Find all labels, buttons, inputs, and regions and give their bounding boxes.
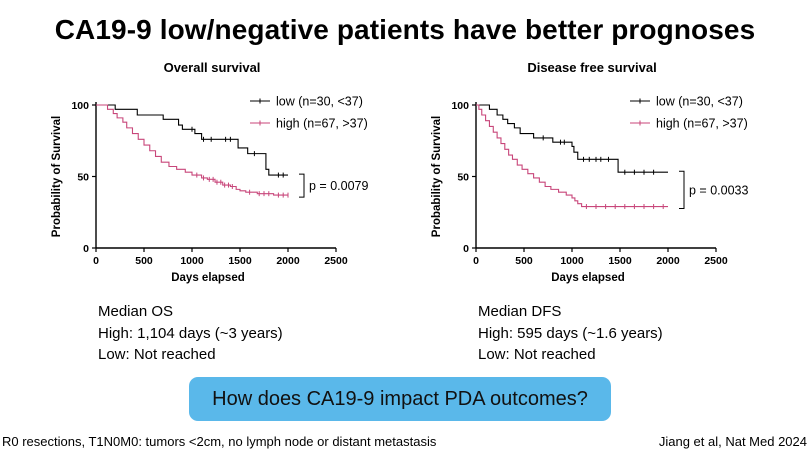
os-series-high-line	[96, 104, 288, 196]
os-xtick-label-2000: 2000	[276, 255, 300, 267]
os-p-value: p = 0.0079	[309, 179, 368, 193]
median-dfs-summary: Median DFS High: 595 days (~1.6 years) L…	[478, 301, 663, 366]
os-legend-high-label: high (n=67, >37)	[276, 117, 368, 131]
dfs-xlabel: Days elapsed	[551, 272, 625, 284]
dfs-ytick-label-50: 50	[457, 172, 469, 184]
chart-disease-free-survival: Disease free survival 0 50 100 0 500 1000 1500 2…	[380, 56, 780, 296]
median-os-low: Low: Not reached	[98, 346, 216, 363]
dfs-legend-high-label: high (n=67, >37)	[656, 117, 748, 131]
dfs-ytick-label-0: 0	[463, 243, 469, 255]
median-os-high: High: 1,104 days (~3 years)	[98, 324, 283, 342]
os-xtick-label-1000: 1000	[180, 255, 204, 267]
question-button[interactable]: How does CA19-9 impact PDA outcomes?	[189, 377, 611, 421]
dfs-title: Disease free survival	[527, 60, 656, 75]
os-xtick-label-2500: 2500	[324, 255, 348, 267]
slide-title: CA19-9 low/negative patients have better…	[54, 14, 756, 45]
dfs-xtick-label-1000: 1000	[560, 255, 584, 267]
median-dfs-high: High: 595 days (~1.6 years)	[478, 324, 663, 342]
os-ytick-label-100: 100	[71, 100, 89, 112]
median-dfs-heading: Median DFS	[478, 303, 562, 320]
os-ytick-label-0: 0	[83, 243, 89, 255]
os-series-low-line	[96, 104, 288, 176]
os-legend-low-label: low (n=30, <37)	[276, 95, 363, 109]
dfs-legend-low-label: low (n=30, <37)	[656, 95, 743, 109]
dfs-xtick-label-2500: 2500	[704, 255, 728, 267]
dfs-ytick-label-100: 100	[451, 100, 469, 112]
median-dfs-low: Low: Not reached	[478, 346, 596, 363]
dfs-p-value: p = 0.0033	[689, 183, 748, 197]
median-os-heading: Median OS	[98, 303, 174, 320]
os-ytick-label-50: 50	[77, 172, 89, 184]
os-ylabel: Probability of Survival	[51, 116, 63, 237]
dfs-xtick-label-1500: 1500	[608, 255, 632, 267]
chart-overall-survival: Overall survival 0 50 100 0 500 1000 1500 2000 25…	[0, 56, 400, 296]
os-title: Overall survival	[164, 60, 261, 75]
dfs-p-value-bracket	[679, 170, 685, 210]
footer-citation: Jiang et al, Nat Med 2024	[658, 434, 807, 449]
os-xtick-label-0: 0	[93, 255, 99, 267]
dfs-series-high-line	[476, 104, 668, 208]
median-os-summary: Median OS High: 1,104 days (~3 years) Lo…	[98, 301, 283, 366]
os-xtick-label-500: 500	[135, 255, 153, 267]
os-p-value-bracket	[299, 173, 305, 198]
dfs-xtick-label-500: 500	[515, 255, 533, 267]
dfs-series-low-line	[476, 104, 668, 173]
dfs-xtick-label-2000: 2000	[656, 255, 680, 267]
footer-criteria: R0 resections, T1N0M0: tumors <2cm, no l…	[2, 434, 437, 449]
dfs-ylabel: Probability of Survival	[431, 116, 443, 237]
dfs-xtick-label-0: 0	[473, 255, 479, 267]
os-xlabel: Days elapsed	[171, 272, 245, 284]
os-xtick-label-1500: 1500	[228, 255, 252, 267]
